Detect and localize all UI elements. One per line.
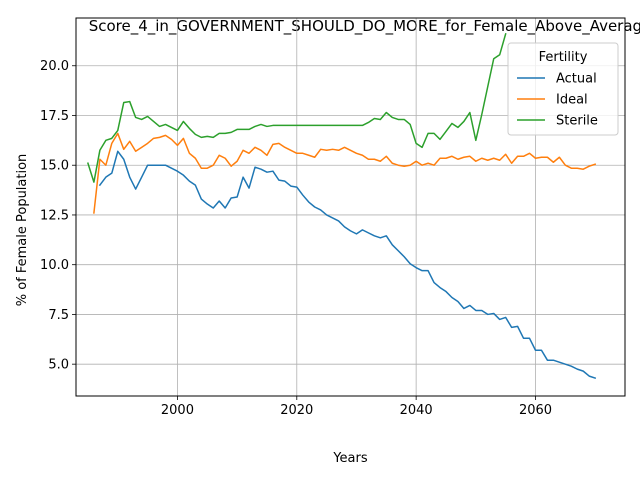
legend-label-sterile: Sterile — [556, 114, 598, 129]
legend: Fertility Actual Ideal Sterile — [508, 43, 618, 135]
y-axis-label: % of Female Population — [15, 154, 30, 307]
x-tick-label: 2040 — [400, 403, 433, 418]
x-tick-label: 2020 — [280, 403, 313, 418]
y-tick-label: 17.5 — [40, 109, 69, 124]
legend-label-ideal: Ideal — [556, 93, 588, 108]
y-tick-label: 7.5 — [48, 308, 69, 323]
y-tick-label: 20.0 — [40, 59, 69, 74]
x-tick-label: 2060 — [519, 403, 552, 418]
legend-label-actual: Actual — [556, 72, 597, 87]
x-axis-label: Years — [332, 451, 368, 466]
y-tick-label: 5.0 — [48, 358, 69, 373]
chart-title: Score_4_in_GOVERNMENT_SHOULD_DO_MORE_for… — [89, 17, 640, 36]
x-tick-label: 2000 — [161, 403, 194, 418]
y-tick-label: 12.5 — [40, 208, 69, 223]
y-tick-label: 10.0 — [40, 258, 69, 273]
legend-title: Fertility — [539, 50, 588, 65]
y-tick-label: 15.0 — [40, 159, 69, 174]
